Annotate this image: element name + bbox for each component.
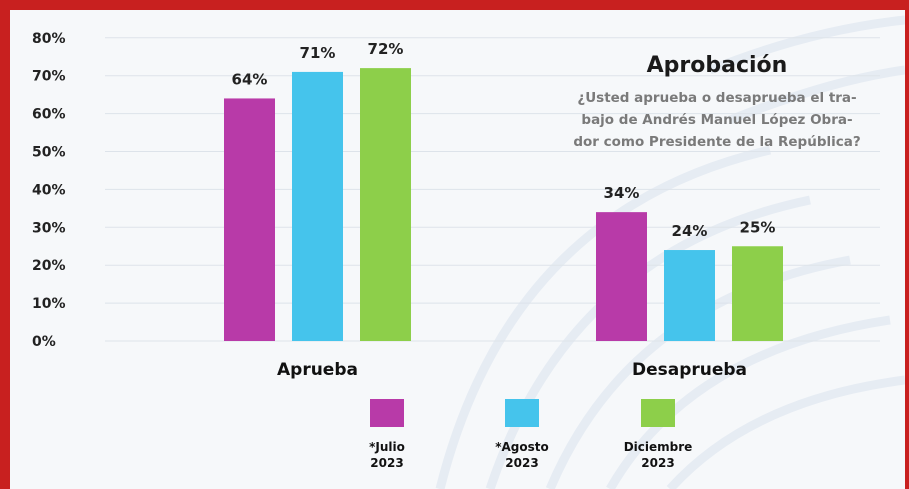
data-label: 71% <box>300 44 336 62</box>
chart-subtitle-line-1: ¿Usted aprueba o desaprueba el tra- <box>577 90 856 106</box>
y-tick-label: 70% <box>32 69 66 85</box>
bars <box>224 68 783 341</box>
chart-title-block: Aprobación ¿Usted aprueba o desaprueba e… <box>573 53 860 150</box>
bar-desaprueba-3 <box>732 246 783 341</box>
bar-desaprueba-1 <box>596 212 647 341</box>
legend-swatch <box>505 399 539 427</box>
bar-aprueba-1 <box>224 98 275 341</box>
legend-label: 2023 <box>370 456 403 470</box>
legend: *Julio 2023 *Agosto 2023 Diciembre 2023 <box>369 399 692 470</box>
category-label: Aprueba <box>277 360 358 380</box>
legend-label: *Agosto <box>495 440 549 454</box>
y-tick-label: 50% <box>32 145 66 161</box>
bar-chart: 0% 10% 20% 30% 40% 50% 60% 70% 80% 64% 71% 72% 34% 2… <box>32 15 905 489</box>
data-label: 34% <box>604 184 640 202</box>
legend-label: Diciembre <box>624 440 693 454</box>
y-tick-label: 10% <box>32 296 66 312</box>
legend-swatch <box>641 399 675 427</box>
data-label: 64% <box>232 70 268 88</box>
legend-label: 2023 <box>641 456 674 470</box>
data-label: 72% <box>368 40 404 58</box>
data-label: 25% <box>740 218 776 236</box>
chart-subtitle-line-3: dor como Presidente de la República? <box>573 134 860 150</box>
y-tick-label: 30% <box>32 220 66 236</box>
y-tick-label: 0% <box>32 334 56 350</box>
y-tick-label: 60% <box>32 107 66 123</box>
legend-label: *Julio <box>369 440 405 454</box>
data-label: 24% <box>672 222 708 240</box>
y-tick-label: 40% <box>32 182 66 198</box>
legend-label: 2023 <box>505 456 538 470</box>
category-labels: Aprueba Desaprueba <box>277 360 747 380</box>
y-tick-label: 20% <box>32 258 66 274</box>
chart-subtitle-line-2: bajo de Andrés Manuel López Obra- <box>581 112 852 128</box>
bar-desaprueba-2 <box>664 250 715 341</box>
chart-panel: 0% 10% 20% 30% 40% 50% 60% 70% 80% 64% 71% 72% 34% 2… <box>10 10 905 489</box>
category-label: Desaprueba <box>632 360 747 380</box>
legend-swatch <box>370 399 404 427</box>
y-axis-ticks: 0% 10% 20% 30% 40% 50% 60% 70% 80% <box>32 31 66 350</box>
chart-title: Aprobación <box>647 53 788 78</box>
bar-aprueba-2 <box>292 71 343 341</box>
bar-aprueba-3 <box>360 68 411 341</box>
data-labels: 64% 71% 72% 34% 24% 25% <box>232 40 776 240</box>
y-tick-label: 80% <box>32 31 66 47</box>
